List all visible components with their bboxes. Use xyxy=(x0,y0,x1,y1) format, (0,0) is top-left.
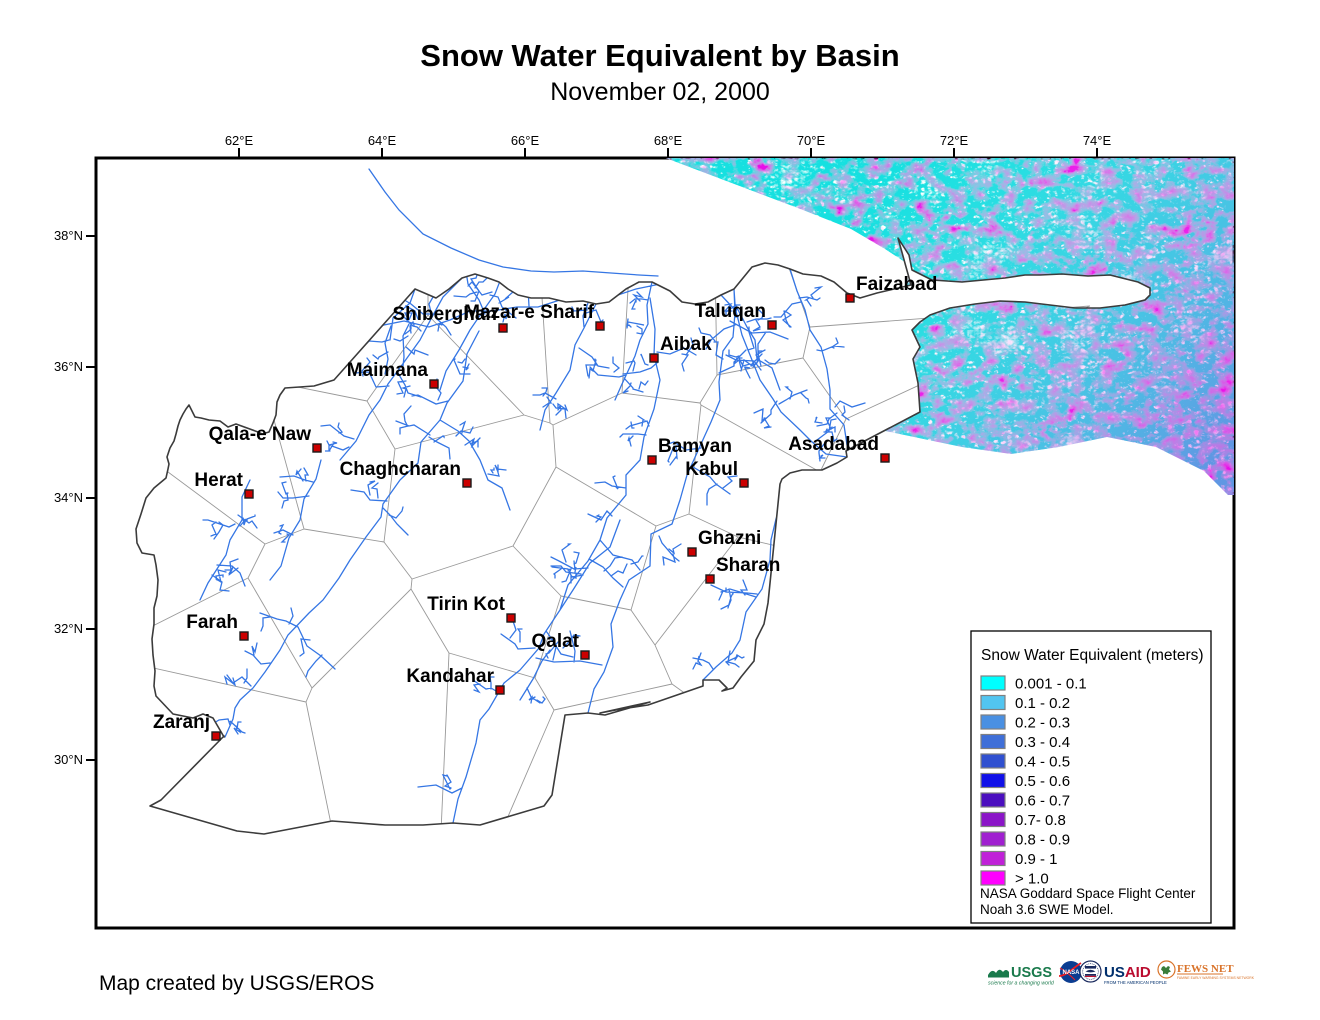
svg-text:USGS: USGS xyxy=(1011,965,1052,981)
svg-text:0.4 - 0.5: 0.4 - 0.5 xyxy=(1015,754,1070,771)
svg-text:0.8 - 0.9: 0.8 - 0.9 xyxy=(1015,832,1070,849)
svg-text:66°E: 66°E xyxy=(511,133,540,148)
svg-text:32°N: 32°N xyxy=(54,621,83,636)
svg-text:62°E: 62°E xyxy=(225,133,254,148)
svg-text:FROM THE AMERICAN PEOPLE: FROM THE AMERICAN PEOPLE xyxy=(1104,980,1167,985)
svg-text:Qalat: Qalat xyxy=(531,631,579,652)
svg-text:64°E: 64°E xyxy=(368,133,397,148)
svg-text:FAMINE EARLY WARNING SYSTEMS N: FAMINE EARLY WARNING SYSTEMS NETWORK xyxy=(1177,976,1255,980)
svg-text:70°E: 70°E xyxy=(797,133,826,148)
svg-text:Snow Water Equivalent (meters): Snow Water Equivalent (meters) xyxy=(981,647,1204,664)
svg-text:30°N: 30°N xyxy=(54,752,83,767)
svg-text:0.5 - 0.6: 0.5 - 0.6 xyxy=(1015,773,1070,790)
svg-text:Chaghcharan: Chaghcharan xyxy=(340,459,461,480)
svg-text:0.7- 0.8: 0.7- 0.8 xyxy=(1015,812,1066,829)
svg-text:Zaranj: Zaranj xyxy=(153,712,210,733)
svg-text:USAID: USAID xyxy=(1104,964,1151,981)
svg-text:34°N: 34°N xyxy=(54,490,83,505)
svg-text:0.9 - 1: 0.9 - 1 xyxy=(1015,851,1058,868)
svg-text:Kandahar: Kandahar xyxy=(406,666,494,687)
svg-text:> 1.0: > 1.0 xyxy=(1015,871,1049,888)
svg-text:science for a changing world: science for a changing world xyxy=(988,981,1055,987)
svg-text:Sharan: Sharan xyxy=(716,555,780,576)
svg-text:Asadabad: Asadabad xyxy=(788,434,879,455)
svg-text:Maimana: Maimana xyxy=(347,360,429,381)
svg-text:Farah: Farah xyxy=(186,612,238,633)
svg-text:Tirin Kot: Tirin Kot xyxy=(427,594,505,615)
svg-text:FEWS NET: FEWS NET xyxy=(1177,963,1234,975)
svg-text:Bamyan: Bamyan xyxy=(658,436,732,457)
svg-text:Ghazni: Ghazni xyxy=(698,528,761,549)
svg-text:NASA: NASA xyxy=(1062,970,1080,976)
svg-text:NASA Goddard Space Flight Cent: NASA Goddard Space Flight Center xyxy=(980,886,1196,901)
svg-text:Qala-e Naw: Qala-e Naw xyxy=(209,424,312,445)
svg-text:Kabul: Kabul xyxy=(685,459,738,480)
svg-text:0.2 - 0.3: 0.2 - 0.3 xyxy=(1015,715,1070,732)
svg-text:Taluqan: Taluqan xyxy=(695,301,766,322)
svg-text:Faizabad: Faizabad xyxy=(856,274,937,295)
svg-text:36°N: 36°N xyxy=(54,359,83,374)
svg-text:0.6 - 0.7: 0.6 - 0.7 xyxy=(1015,793,1070,810)
svg-text:Aibak: Aibak xyxy=(660,334,712,355)
svg-text:Noah 3.6 SWE Model.: Noah 3.6 SWE Model. xyxy=(980,902,1114,917)
svg-text:0.1 - 0.2: 0.1 - 0.2 xyxy=(1015,695,1070,712)
svg-text:74°E: 74°E xyxy=(1083,133,1112,148)
svg-text:Herat: Herat xyxy=(194,470,243,491)
svg-text:Mazar-e Sharif: Mazar-e Sharif xyxy=(464,302,595,323)
svg-text:0.001 - 0.1: 0.001 - 0.1 xyxy=(1015,676,1087,693)
svg-text:72°E: 72°E xyxy=(940,133,969,148)
svg-text:0.3 - 0.4: 0.3 - 0.4 xyxy=(1015,734,1070,751)
svg-text:38°N: 38°N xyxy=(54,228,83,243)
svg-text:68°E: 68°E xyxy=(654,133,683,148)
